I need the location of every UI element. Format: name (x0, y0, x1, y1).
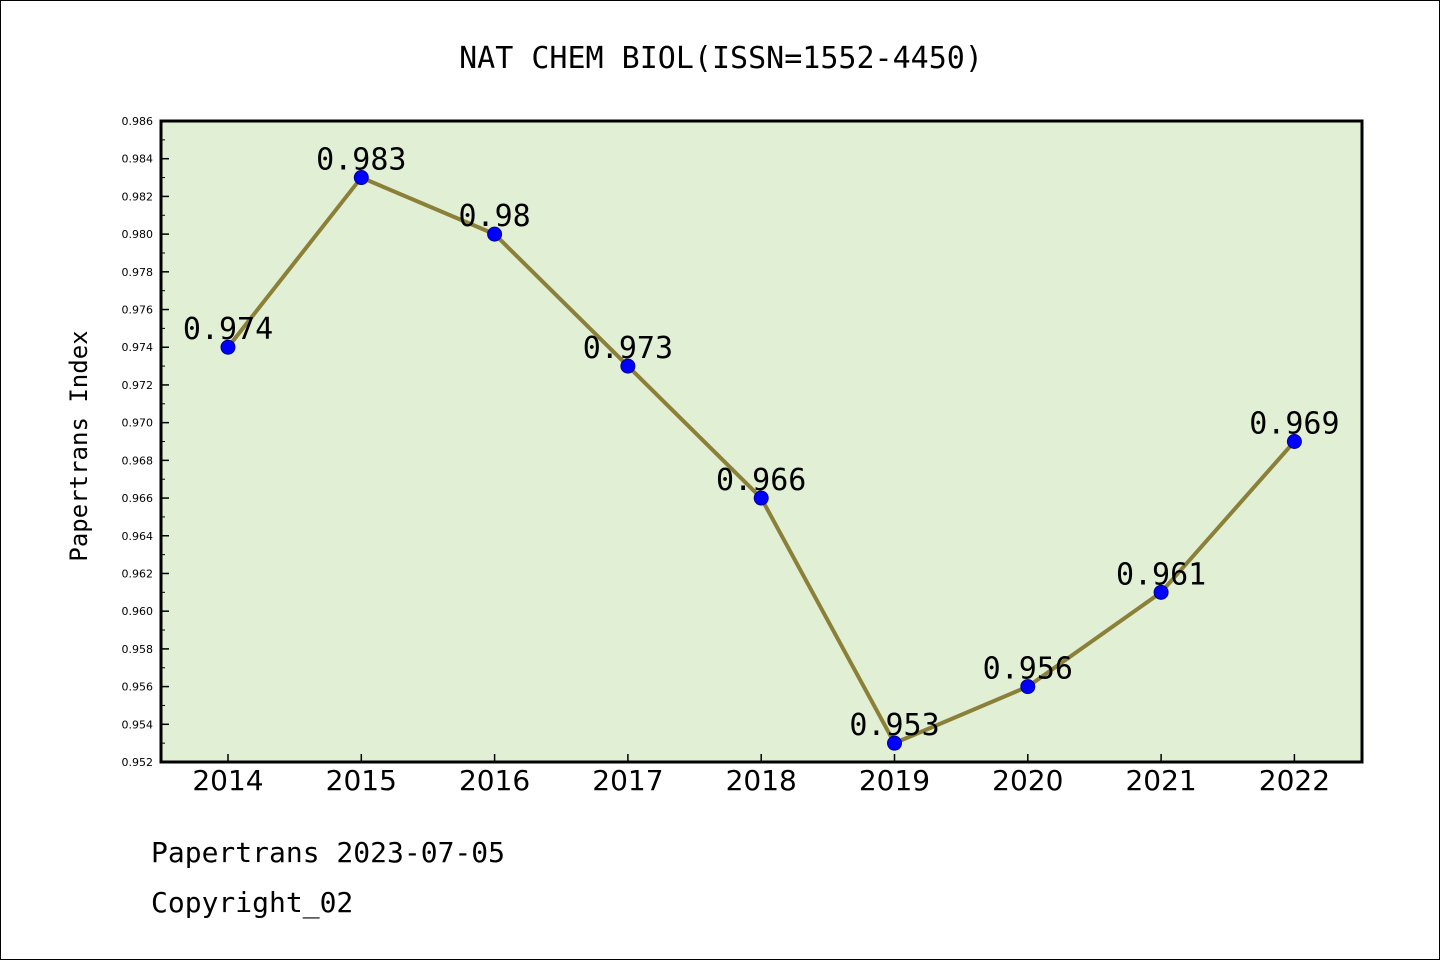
chart-title: NAT CHEM BIOL(ISSN=1552-4450) (459, 41, 983, 76)
y-tick-label: 0.976 (122, 304, 154, 317)
data-value-label: 0.966 (716, 463, 806, 498)
y-tick-label: 0.970 (122, 417, 154, 430)
data-point-marker (1153, 584, 1169, 600)
y-tick-label: 0.980 (122, 228, 154, 241)
plot-area (159, 119, 1364, 764)
y-tick-label: 0.972 (122, 379, 154, 392)
data-point-marker (220, 339, 236, 355)
x-tick-label: 2016 (459, 764, 530, 797)
data-point-marker (1286, 434, 1302, 449)
y-axis-ticks: 0.952 0.954 0.956 0.958 0.960 0.962 0.964 0.966… (122, 115, 169, 769)
x-tick-label: 2018 (726, 764, 797, 797)
y-tick-label: 0.952 (122, 756, 154, 769)
y-tick-label: 0.984 (122, 153, 154, 166)
y-tick-label: 0.954 (122, 718, 154, 731)
x-tick-label: 2017 (592, 764, 663, 797)
data-value-label: 0.956 (983, 652, 1073, 687)
y-tick-label: 0.986 (122, 115, 154, 128)
y-tick-label: 0.964 (122, 530, 154, 543)
data-markers (220, 170, 1302, 751)
x-tick-label: 2020 (992, 764, 1063, 797)
data-point-marker (487, 226, 503, 242)
data-labels: 0.974 0.983 0.98 0.973 0.966 0.953 0.956 0.961 0… (183, 143, 1340, 744)
data-point-marker (887, 735, 902, 751)
x-tick-label: 2014 (192, 764, 263, 797)
data-value-label: 0.973 (583, 331, 673, 366)
data-point-marker (753, 490, 769, 506)
y-tick-label: 0.978 (122, 266, 154, 279)
y-axis-label: Papertrans Index (65, 330, 93, 561)
data-value-label: 0.969 (1249, 407, 1339, 442)
x-axis-ticks: 2014 2015 2016 2017 2018 2019 2020 2021 2022 (192, 754, 1330, 797)
x-tick-label: 2021 (1125, 764, 1196, 797)
data-value-label: 0.983 (316, 143, 406, 178)
data-point-marker (1020, 679, 1036, 695)
data-value-label: 0.953 (849, 708, 939, 743)
y-tick-label: 0.982 (122, 190, 154, 203)
x-tick-label: 2019 (859, 764, 930, 797)
footer-date: Papertrans 2023-07-05 (151, 836, 506, 869)
data-point-marker (620, 358, 636, 374)
y-tick-label: 0.968 (122, 454, 154, 467)
y-tick-label: 0.966 (122, 492, 154, 505)
data-point-marker (353, 170, 369, 186)
y-tick-label: 0.960 (122, 605, 154, 618)
data-value-label: 0.974 (183, 312, 273, 347)
x-tick-label: 2022 (1259, 764, 1330, 797)
y-tick-label: 0.974 (122, 341, 154, 354)
data-value-label: 0.961 (1116, 557, 1206, 592)
y-tick-label: 0.958 (122, 643, 154, 656)
data-value-label: 0.98 (458, 199, 530, 234)
footer-copyright: Copyright_02 (151, 886, 354, 919)
y-tick-label: 0.962 (122, 567, 154, 580)
x-tick-label: 2015 (326, 764, 397, 797)
y-tick-label: 0.956 (122, 681, 154, 694)
